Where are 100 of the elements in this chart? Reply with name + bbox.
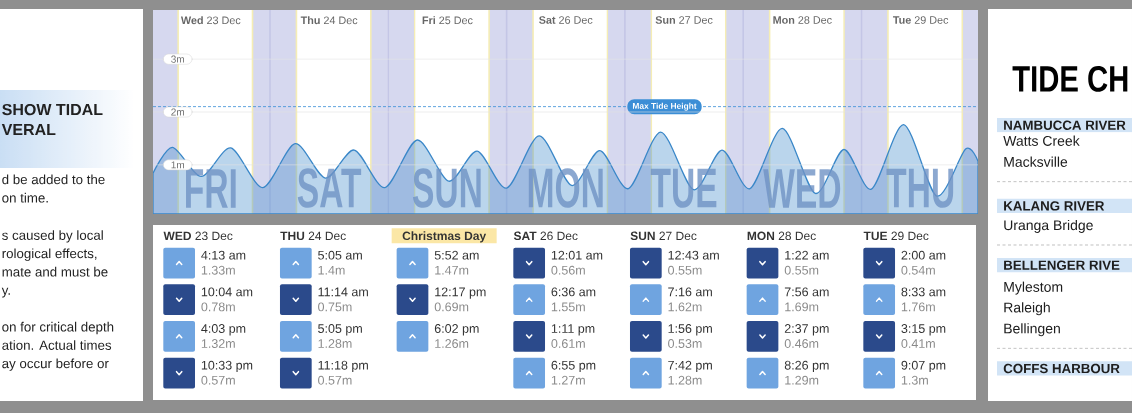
category-label: 7:42 pm — [668, 360, 712, 373]
text: 1.28m — [318, 339, 352, 348]
text: BELLENGER RIVE — [1004, 260, 1120, 270]
text: 0.46m — [784, 339, 819, 348]
text: 0.75m — [318, 302, 352, 312]
text: 0.54m — [901, 265, 935, 275]
annotation: MON — [528, 168, 603, 208]
category-label: 1:22 am — [785, 250, 829, 260]
category-label: 7:56 am — [784, 287, 829, 297]
category-label: 2:00 am — [901, 250, 946, 260]
text: 1.4m — [318, 265, 345, 275]
text: 0.55m — [668, 265, 702, 275]
category-label: 4:03 pm — [201, 324, 246, 336]
x-tick-label: Sun 27 Dec — [655, 16, 713, 24]
category-label: 10:04 am — [201, 287, 253, 297]
category-label: 4:13 am — [201, 250, 246, 260]
text: 1.29m — [785, 375, 819, 385]
text: TIDE CH — [1012, 65, 1128, 92]
text: MON 28 Dec — [747, 231, 816, 241]
text: THU 24 Dec — [280, 231, 346, 241]
category-label: 6:36 am — [551, 287, 596, 297]
category-label: 5:52 am — [434, 250, 479, 260]
text: KALANG RIVER — [1004, 201, 1105, 211]
category-label: 8:26 pm — [784, 360, 829, 373]
ref-line-label: Max Tide Height — [632, 102, 697, 111]
category-label: 12:01 am — [551, 250, 603, 260]
annotation: SAT — [297, 168, 362, 208]
annotation: TUE — [650, 168, 717, 208]
text: Watts Creek — [1003, 135, 1080, 146]
text: 1.3m — [901, 375, 928, 385]
text: VERAL — [1, 124, 56, 136]
text: 1.27m — [551, 375, 585, 385]
x-tick-label: Fri 25 Dec — [422, 16, 473, 25]
text: 0.69m — [434, 302, 469, 312]
text: 0.57m — [201, 375, 235, 385]
text: 0.56m — [551, 265, 585, 275]
text: 1.55m — [551, 302, 585, 312]
text: 0.57m — [318, 375, 352, 385]
text: 1.62m — [668, 302, 702, 312]
text: NAMBUCCA RIVER — [1004, 120, 1126, 130]
text: 0.55m — [784, 265, 819, 275]
text: SAT 26 Dec — [513, 231, 578, 241]
category-label: 12:17 pm — [435, 287, 486, 299]
text: SHOW TIDAL — [2, 103, 103, 116]
text: 0.41m — [901, 339, 935, 348]
category-label: 6:02 pm — [434, 324, 479, 336]
annotation: THU — [886, 168, 954, 208]
annotation: SUN — [412, 168, 481, 208]
text: WED 23 Dec — [163, 231, 233, 241]
category-label: 1:11 pm — [551, 324, 595, 336]
text: on time. — [2, 192, 48, 203]
category-label: 11:18 pm — [318, 360, 368, 373]
x-tick-label: Wed 23 Dec — [180, 16, 241, 25]
text: Christmas Day — [402, 231, 487, 243]
y-tick-label: 1m — [171, 161, 184, 169]
text: Mylestom — [1004, 281, 1063, 295]
text: COFFS HARBOUR — [1003, 363, 1120, 374]
category-label: 5:05 am — [318, 250, 362, 260]
category-label: 8:33 am — [901, 287, 946, 297]
text: rological effects, — [2, 248, 97, 261]
text: y. — [1, 287, 10, 298]
category-label: 11:14 am — [318, 287, 368, 297]
category-label: 1:56 pm — [668, 324, 712, 336]
x-tick-label: Sat 26 Dec — [539, 16, 593, 24]
y-tick-label: 3m — [171, 55, 184, 63]
text: Uranga Bridge — [1004, 219, 1093, 233]
category-label: 2:37 pm — [784, 324, 829, 336]
text: 1.69m — [785, 302, 819, 312]
category-label: 6:55 pm — [551, 360, 596, 373]
text: d be added to the — [2, 174, 105, 185]
text: Raleigh — [1004, 302, 1050, 316]
annotation: FRI — [186, 169, 236, 208]
text: 1.28m — [668, 375, 702, 385]
y-tick-label: 2m — [171, 108, 184, 116]
text: on for critical depth — [2, 321, 114, 335]
x-tick-label: Tue 29 Dec — [892, 16, 949, 24]
x-tick-label: Mon 28 Dec — [773, 16, 832, 24]
text: mate and must be — [2, 266, 108, 277]
category-label: 12:43 am — [668, 250, 719, 260]
text: Bellingen — [1004, 323, 1060, 337]
text: 0.61m — [551, 339, 585, 348]
category-label: 3:15 pm — [901, 324, 946, 336]
text: 1.26m — [435, 339, 469, 348]
category-label: 9:07 pm — [901, 360, 946, 373]
text: 1.76m — [901, 302, 935, 312]
category-label: 7:16 am — [668, 287, 712, 297]
text: TUE 29 Dec — [863, 231, 929, 241]
x-tick-label: Thu 24 Dec — [300, 16, 358, 25]
text: 0.78m — [201, 302, 235, 312]
text: Macksville — [1004, 156, 1068, 167]
text: 1.32m — [201, 339, 235, 348]
text: SUN 27 Dec — [630, 231, 697, 241]
text: s caused by local — [2, 230, 103, 243]
text: ation. Actual times — [2, 340, 112, 350]
text: 0.53m — [668, 339, 702, 348]
text: 1.33m — [201, 265, 235, 275]
category-label: 10:33 pm — [201, 360, 253, 373]
text: ay occur before or — [2, 358, 109, 371]
category-label: 5:05 pm — [318, 324, 362, 336]
text: 1.47m — [435, 265, 469, 275]
